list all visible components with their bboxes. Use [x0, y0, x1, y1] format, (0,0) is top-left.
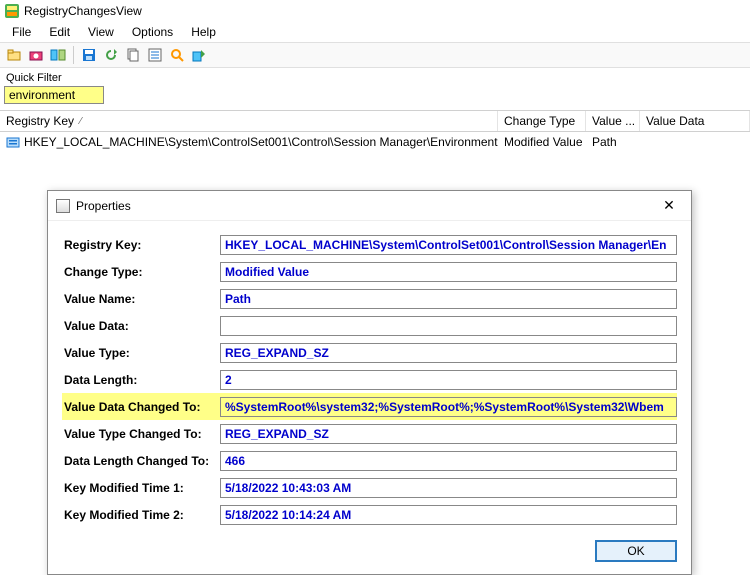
window-title: RegistryChangesView [24, 4, 142, 18]
property-label: Value Data: [62, 319, 212, 333]
menu-view[interactable]: View [80, 23, 122, 41]
property-row: Key Modified Time 2: 5/18/2022 10:14:24 A… [62, 501, 677, 528]
property-label: Value Name: [62, 292, 212, 306]
toolbar-save-icon[interactable] [79, 45, 99, 65]
dialog-buttons: OK [48, 534, 691, 574]
close-icon[interactable]: ✕ [655, 194, 683, 218]
quickfilter-input[interactable] [4, 86, 104, 104]
property-row: Value Type Changed To: REG_EXPAND_SZ [62, 420, 677, 447]
toolbar-copy-icon[interactable] [123, 45, 143, 65]
toolbar [0, 42, 750, 68]
property-row: Value Type: REG_EXPAND_SZ [62, 339, 677, 366]
property-label: Value Type: [62, 346, 212, 360]
toolbar-refresh-icon[interactable] [101, 45, 121, 65]
menu-file[interactable]: File [4, 23, 39, 41]
column-value-name[interactable]: Value ... [586, 111, 640, 131]
cell-value-name: Path [586, 133, 640, 151]
property-label: Value Type Changed To: [62, 427, 212, 441]
property-label: Registry Key: [62, 238, 212, 252]
grid-header: Registry Key ⁄ Change Type Value ... Valu… [0, 110, 750, 132]
dialog-titlebar[interactable]: Properties ✕ [48, 191, 691, 221]
grid-body: HKEY_LOCAL_MACHINE\System\ControlSet001\… [0, 132, 750, 152]
column-label: Change Type [504, 114, 575, 128]
menu-options[interactable]: Options [124, 23, 181, 41]
dialog-title-text: Properties [76, 199, 655, 213]
property-row: Value Name: Path [62, 285, 677, 312]
property-row: Data Length Changed To: 466 [62, 447, 677, 474]
column-value-data[interactable]: Value Data [640, 111, 750, 131]
property-value[interactable]: 2 [220, 370, 677, 390]
property-label: Change Type: [62, 265, 212, 279]
toolbar-properties-icon[interactable] [145, 45, 165, 65]
toolbar-separator [73, 46, 74, 64]
menubar: File Edit View Options Help [0, 22, 750, 42]
column-registry-key[interactable]: Registry Key ⁄ [0, 111, 498, 131]
column-label: Value ... [592, 114, 635, 128]
cell-value-data [640, 140, 750, 144]
dialog-icon [56, 199, 70, 213]
toolbar-open-icon[interactable] [4, 45, 24, 65]
property-row: Value Data Changed To: %SystemRoot%\syste… [62, 393, 677, 420]
property-label: Data Length Changed To: [62, 454, 212, 468]
dialog-body: Registry Key: HKEY_LOCAL_MACHINE\System\C… [48, 221, 691, 534]
property-label: Value Data Changed To: [62, 400, 212, 414]
property-row: Data Length: 2 [62, 366, 677, 393]
property-row: Key Modified Time 1: 5/18/2022 10:43:03 A… [62, 474, 677, 501]
toolbar-export-icon[interactable] [189, 45, 209, 65]
property-row: Change Type: Modified Value [62, 258, 677, 285]
cell-change-type: Modified Value [498, 133, 586, 151]
property-label: Key Modified Time 1: [62, 481, 212, 495]
property-value[interactable]: %SystemRoot%\system32;%SystemRoot%;%Syst… [220, 397, 677, 417]
ok-button[interactable]: OK [595, 540, 677, 562]
property-value[interactable]: HKEY_LOCAL_MACHINE\System\ControlSet001\… [220, 235, 677, 255]
column-label: Value Data [646, 114, 704, 128]
menu-help[interactable]: Help [183, 23, 224, 41]
property-value[interactable]: Modified Value [220, 262, 677, 282]
quickfilter-row [0, 86, 750, 110]
property-row: Registry Key: HKEY_LOCAL_MACHINE\System\C… [62, 231, 677, 258]
toolbar-compare-icon[interactable] [48, 45, 68, 65]
menu-edit[interactable]: Edit [41, 23, 78, 41]
app-icon [4, 3, 20, 19]
toolbar-find-icon[interactable] [167, 45, 187, 65]
property-value[interactable]: 466 [220, 451, 677, 471]
property-value[interactable]: 5/18/2022 10:14:24 AM [220, 505, 677, 525]
property-row: Value Data: [62, 312, 677, 339]
column-label: Registry Key [6, 114, 74, 128]
property-value[interactable] [220, 316, 677, 336]
quickfilter-label: Quick Filter [0, 68, 750, 86]
property-value[interactable]: Path [220, 289, 677, 309]
property-label: Data Length: [62, 373, 212, 387]
property-value[interactable]: 5/18/2022 10:43:03 AM [220, 478, 677, 498]
cell-text: HKEY_LOCAL_MACHINE\System\ControlSet001\… [24, 135, 498, 149]
sort-asc-icon: ⁄ [80, 116, 82, 127]
properties-dialog: Properties ✕ Registry Key: HKEY_LOCAL_MAC… [47, 190, 692, 575]
table-row[interactable]: HKEY_LOCAL_MACHINE\System\ControlSet001\… [0, 132, 750, 152]
cell-registry-key: HKEY_LOCAL_MACHINE\System\ControlSet001\… [0, 133, 498, 151]
titlebar: RegistryChangesView [0, 0, 750, 22]
column-change-type[interactable]: Change Type [498, 111, 586, 131]
registry-row-icon [6, 135, 20, 149]
toolbar-snapshot-icon[interactable] [26, 45, 46, 65]
property-value[interactable]: REG_EXPAND_SZ [220, 343, 677, 363]
property-label: Key Modified Time 2: [62, 508, 212, 522]
property-value[interactable]: REG_EXPAND_SZ [220, 424, 677, 444]
